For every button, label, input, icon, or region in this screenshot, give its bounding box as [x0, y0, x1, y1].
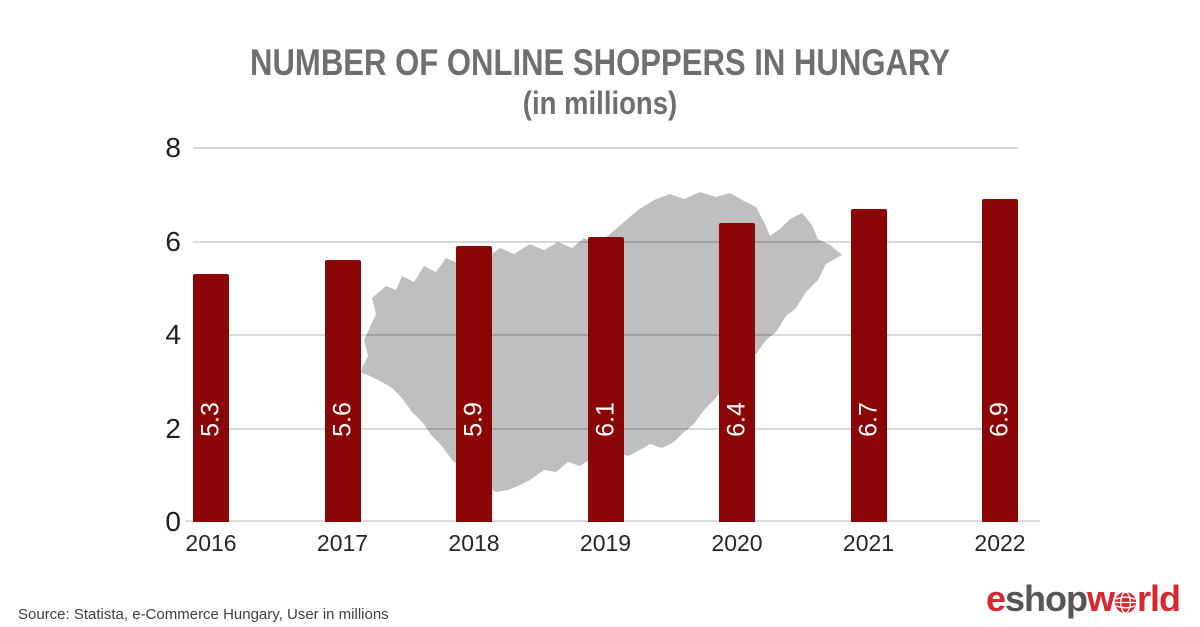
logo-text-rld: rld — [1136, 578, 1181, 619]
x-tick-label-2017: 2017 — [316, 530, 369, 556]
chart-title: NUMBER OF ONLINE SHOPPERS IN HUNGARY — [250, 42, 950, 83]
bar-value-label: 6.9 — [985, 402, 1014, 437]
x-tick-label-2021: 2021 — [842, 530, 895, 556]
eshopworld-logo: eshopw rld — [985, 578, 1181, 620]
bar-value-label: 5.3 — [196, 402, 225, 437]
y-tick-label-2: 2 — [165, 412, 181, 444]
bar-value-label: 6.1 — [591, 402, 619, 437]
x-tick-label-2018: 2018 — [448, 530, 500, 556]
logo-text-w: w — [1086, 578, 1115, 619]
y-tick-label-4: 4 — [165, 319, 181, 350]
y-tick-label-8: 8 — [165, 132, 181, 163]
bar-2021: 6.7 — [850, 208, 887, 522]
bar-value-label: 5.6 — [328, 402, 356, 437]
bar-2017: 5.6 — [324, 260, 361, 522]
x-tick-label-2020: 2020 — [711, 530, 763, 556]
gridline-8 — [193, 147, 1018, 149]
source-note: Source: Statista, e-Commerce Hungary, Us… — [18, 606, 389, 623]
bar-2022: 6.9 — [982, 199, 1018, 522]
bar-2016: 5.3 — [193, 274, 229, 522]
x-tick-label-2022: 2022 — [974, 530, 1026, 556]
x-tick-label-2019: 2019 — [579, 530, 632, 556]
bar-2019: 6.1 — [587, 236, 624, 522]
plot-area: 5.3 5.6 5.9 6.1 6.4 6.7 6.9 — [193, 147, 1018, 522]
chart-subtitle: (in millions) — [522, 85, 678, 121]
bar-2020: 6.4 — [719, 222, 755, 522]
logo-text-e: e — [985, 578, 1006, 619]
bar-value-label: 6.7 — [854, 402, 882, 437]
bar-value-label: 5.9 — [459, 402, 488, 437]
y-tick-label-0: 0 — [165, 506, 181, 537]
y-tick-label-6: 6 — [165, 225, 181, 257]
logo-text-shop: shop — [1004, 578, 1088, 619]
globe-icon — [1114, 591, 1137, 614]
bar-value-label: 6.4 — [722, 402, 751, 437]
bar-2018: 5.9 — [456, 246, 492, 522]
x-tick-label-2016: 2016 — [185, 530, 237, 556]
